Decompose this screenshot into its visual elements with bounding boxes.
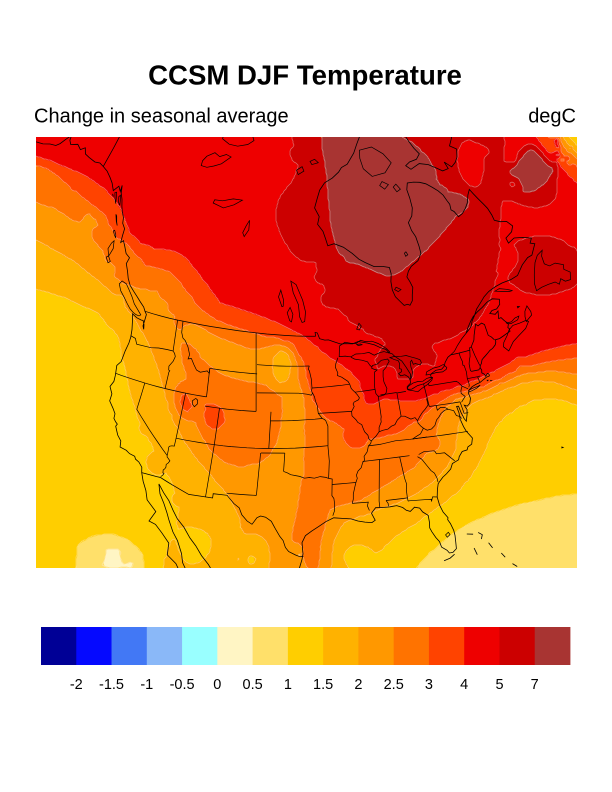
svg-text:2.5: 2.5 — [384, 677, 404, 693]
svg-text:1.5: 1.5 — [313, 677, 333, 693]
svg-text:3: 3 — [425, 677, 433, 693]
svg-text:-1.5: -1.5 — [99, 677, 124, 693]
svg-text:2: 2 — [354, 677, 362, 693]
svg-text:-1: -1 — [140, 677, 153, 693]
svg-text:4: 4 — [460, 677, 468, 693]
svg-text:7: 7 — [531, 677, 539, 693]
svg-text:Change in seasonal average: Change in seasonal average — [34, 106, 289, 128]
svg-text:1: 1 — [284, 677, 292, 693]
svg-text:degC: degC — [528, 106, 576, 128]
svg-text:CCSM DJF Temperature: CCSM DJF Temperature — [148, 60, 462, 91]
svg-text:0: 0 — [213, 677, 221, 693]
svg-text:0.5: 0.5 — [243, 677, 263, 693]
svg-text:-0.5: -0.5 — [170, 677, 195, 693]
svg-text:5: 5 — [495, 677, 503, 693]
svg-text:-2: -2 — [70, 677, 83, 693]
